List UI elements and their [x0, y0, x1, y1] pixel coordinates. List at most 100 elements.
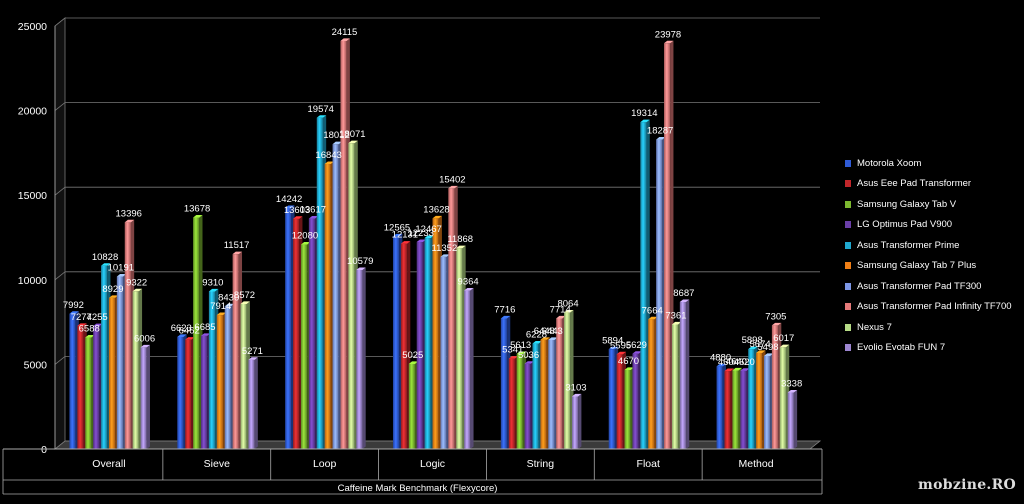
bar-top [624, 367, 634, 370]
data-label: 12565 [384, 222, 410, 233]
bar-front [400, 243, 408, 449]
data-label: 13396 [116, 208, 142, 219]
data-label: 5025 [402, 350, 423, 361]
bar-top [316, 115, 327, 118]
bar-top [340, 38, 350, 41]
bar-top [392, 233, 403, 237]
bar-front [224, 306, 231, 449]
legend-swatch [845, 262, 851, 270]
data-label: 9364 [458, 277, 479, 288]
bar-front [456, 248, 463, 449]
bar-front [716, 366, 723, 449]
data-label: 10579 [347, 256, 373, 267]
data-label: 5271 [242, 346, 263, 357]
bar-top [69, 311, 79, 314]
bar-top [656, 137, 666, 140]
bar-side [578, 393, 582, 449]
legend-item: Asus Eee Pad Transformer [845, 174, 1023, 195]
legend-swatch [845, 200, 851, 208]
bar-top [308, 216, 319, 219]
bar-front [69, 313, 76, 449]
bar-5-9 [679, 299, 690, 449]
bar-top [771, 322, 782, 326]
bar-top [564, 309, 574, 313]
bar-front [748, 349, 755, 449]
legend-swatch [845, 303, 851, 311]
bar-side [362, 267, 366, 449]
data-label: 18287 [647, 126, 673, 137]
bar-1-9 [248, 357, 258, 449]
data-label: 5674 [750, 339, 771, 350]
bar-top [116, 274, 127, 277]
x-tick-label: String [527, 458, 555, 470]
data-label: 23978 [655, 29, 681, 40]
bar-front [648, 319, 655, 449]
bar-front [540, 339, 547, 449]
legend-label: Samsung Galaxy Tab 7 Plus [857, 260, 977, 272]
legend-label: LG Optimus Pad V900 [857, 219, 953, 231]
data-label: 19314 [631, 108, 657, 119]
bar-top [285, 205, 295, 209]
bar-front [392, 236, 400, 449]
bar-front [85, 337, 92, 449]
bar-front [340, 40, 347, 449]
bar-front [524, 363, 531, 449]
bar-front [571, 396, 579, 449]
bar-front [124, 222, 131, 449]
bar-top [732, 367, 742, 371]
data-label: 12131 [392, 230, 418, 241]
data-label: 18012 [323, 130, 349, 141]
data-label: 7992 [63, 300, 84, 311]
bar-top [787, 389, 798, 393]
bar-top [300, 242, 311, 245]
bar-front [208, 291, 216, 449]
data-label: 14242 [276, 194, 302, 205]
bar-front [232, 254, 239, 449]
data-label: 7274 [71, 312, 92, 323]
bar-side [470, 288, 474, 449]
bar-front [200, 335, 208, 449]
data-label: 5036 [518, 350, 539, 361]
bar-3-9 [464, 288, 474, 449]
bar-front [193, 217, 200, 449]
bar-top [424, 235, 435, 239]
bar-top [448, 185, 458, 189]
data-label: 12080 [292, 231, 318, 242]
bar-top [464, 288, 474, 291]
bar-front [308, 218, 316, 449]
bar-front [500, 318, 508, 449]
data-label: 5498 [757, 342, 778, 353]
bar-front [285, 208, 292, 449]
bar-front [408, 363, 416, 449]
legend-item: LG Optimus Pad V900 [845, 215, 1023, 236]
y-tick-label: 20000 [18, 106, 47, 118]
bar-front [424, 238, 431, 449]
bar-top [224, 303, 235, 307]
data-label: 13678 [184, 204, 210, 215]
data-label: 3338 [781, 379, 802, 390]
gridline-depth [54, 17, 66, 27]
bar-top [77, 323, 87, 326]
chart-legend: Motorola Xoom Asus Eee Pad Transformer Sam… [845, 153, 1023, 358]
gridline-depth [54, 440, 66, 450]
bar-top [508, 356, 519, 359]
bar-front [556, 318, 563, 449]
bar-front [316, 117, 323, 449]
x-axis-title: Caffeine Mark Benchmark (Flexycore) [338, 483, 498, 494]
bar-front [732, 370, 739, 449]
x-tick-label: Logic [420, 458, 445, 470]
bar-front [548, 339, 555, 449]
bar-front [464, 290, 471, 449]
bar-front [293, 218, 300, 449]
data-label: 6443 [542, 326, 563, 337]
bar-top [185, 337, 195, 340]
bar-front [624, 369, 631, 449]
y-tick-label: 25000 [18, 21, 47, 33]
bar-top [193, 215, 203, 218]
gridline-depth [54, 271, 66, 281]
gridline-depth [54, 186, 66, 196]
bar-side [146, 344, 150, 449]
data-label: 8572 [234, 290, 255, 301]
bar-top [293, 216, 303, 219]
legend-swatch [845, 344, 851, 352]
